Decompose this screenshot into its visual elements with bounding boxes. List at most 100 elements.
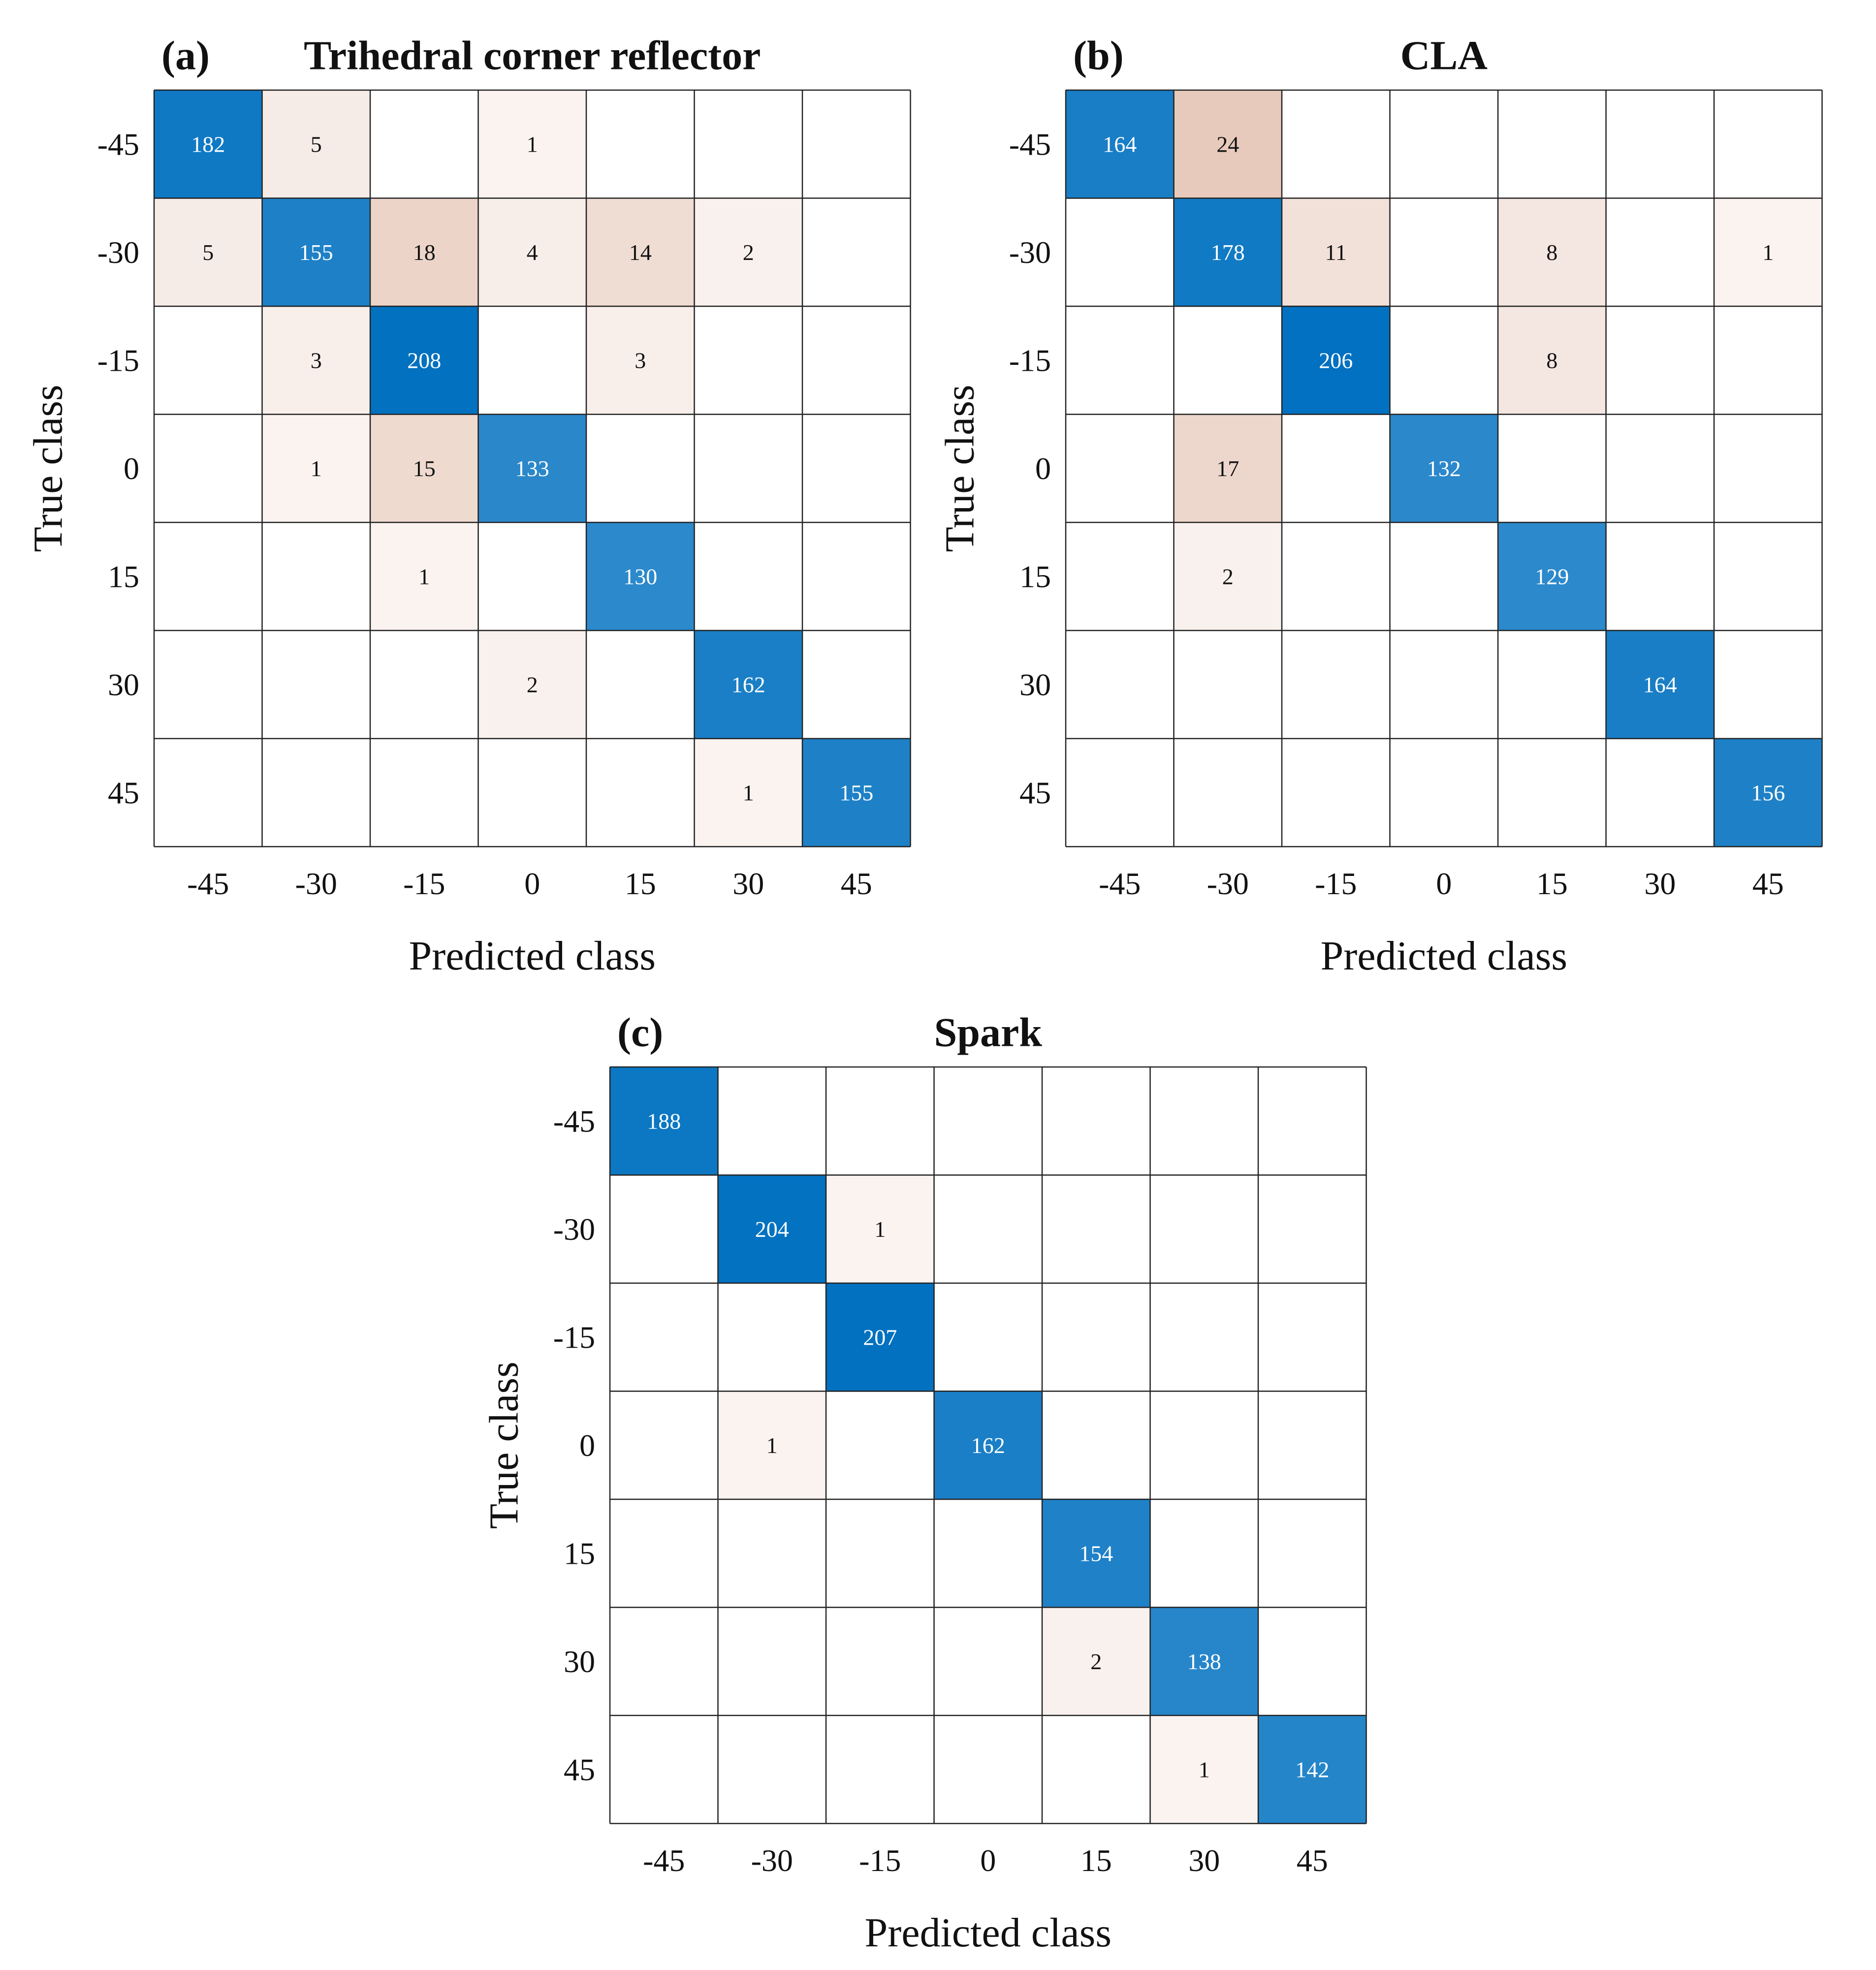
cell-count-label: 2	[1090, 1649, 1102, 1674]
y-axis-label: True class	[937, 385, 983, 552]
matrix-cell-empty	[1150, 1283, 1258, 1391]
matrix-cell-value	[694, 739, 802, 847]
confusion-matrix-panel-3: 188 204 1 207 1 162 154 2 138 1 142 -45 -30 -15 0 15 30 4…	[481, 1010, 1367, 1956]
matrix-cell-empty	[1282, 630, 1390, 739]
matrix-cell-empty	[802, 522, 911, 631]
cell-count-label: 1	[766, 1433, 778, 1458]
x-tick-label: 30	[732, 866, 764, 901]
matrix-cell-empty	[694, 522, 802, 631]
cell-count-label: 1	[1762, 240, 1774, 265]
matrix-cell-empty	[154, 522, 262, 631]
matrix-cell-empty	[802, 414, 911, 522]
matrix-cell-value	[1282, 306, 1390, 415]
matrix-cell-value	[262, 306, 370, 415]
matrix-cell-value	[1042, 1607, 1150, 1715]
matrix-cell-empty	[694, 306, 802, 415]
x-tick-label: -45	[187, 866, 229, 901]
cell-count-label: 1	[743, 780, 754, 805]
matrix-cell-empty	[718, 1067, 826, 1175]
x-tick-label: -45	[1099, 866, 1141, 901]
matrix-cell-empty	[478, 739, 586, 847]
x-tick-label: 15	[1081, 1843, 1112, 1878]
matrix-cell-empty	[1714, 306, 1822, 415]
matrix-cell-empty	[1258, 1391, 1367, 1499]
y-tick-label: -45	[97, 127, 139, 161]
matrix-cell-empty	[1714, 522, 1822, 631]
matrix-cell-value	[1282, 198, 1390, 306]
matrix-cell-value	[478, 414, 586, 522]
matrix-cell-empty	[1282, 739, 1390, 847]
confusion-matrix-panel-2: 164 24 178 11 8 1 206 8 17 132 2 129 164 156 -45 -30 -15…	[937, 33, 1823, 979]
matrix-cell-value	[262, 90, 370, 198]
cell-count-label: 130	[623, 564, 657, 589]
matrix-cell-empty	[1282, 414, 1390, 522]
matrix-cell-value	[826, 1175, 934, 1283]
y-tick-label: 45	[564, 1752, 595, 1787]
y-axis-label: True class	[481, 1361, 527, 1529]
cell-count-label: 178	[1211, 240, 1245, 265]
y-tick-label: -30	[1009, 235, 1051, 270]
matrix-cell-empty	[610, 1715, 718, 1824]
matrix-cell-empty	[586, 630, 695, 739]
matrix-cell-value	[586, 198, 695, 306]
cell-count-label: 2	[743, 240, 754, 265]
cell-count-label: 164	[1103, 131, 1137, 157]
y-tick-label: 0	[1035, 451, 1051, 486]
x-tick-label: -30	[751, 1843, 793, 1878]
matrix-cell-empty	[826, 1715, 934, 1824]
y-tick-label: 15	[1019, 559, 1051, 594]
x-tick-label: -30	[295, 866, 337, 901]
matrix-cell-empty	[1174, 630, 1282, 739]
matrix-cell-value	[1498, 306, 1606, 415]
matrix-cell-empty	[610, 1499, 718, 1608]
x-tick-label: -15	[403, 866, 445, 901]
cell-count-label: 182	[191, 131, 225, 157]
matrix-cell-empty	[1174, 306, 1282, 415]
matrix-cell-value	[1174, 90, 1282, 198]
y-tick-label: -45	[553, 1103, 595, 1138]
x-tick-label: 45	[841, 866, 872, 901]
matrix-cell-empty	[478, 306, 586, 415]
matrix-cell-value	[1714, 198, 1822, 306]
matrix-cell-empty	[262, 739, 370, 847]
matrix-cell-value	[262, 198, 370, 306]
matrix-cell-empty	[154, 630, 262, 739]
cell-count-label: 3	[311, 348, 322, 373]
cell-count-label: 154	[1079, 1541, 1113, 1566]
panel-label: (a)	[161, 33, 210, 79]
cell-count-label: 132	[1427, 456, 1461, 481]
cell-count-label: 1	[418, 564, 430, 589]
x-tick-label: -30	[1207, 866, 1249, 901]
matrix-cell-empty	[1606, 90, 1714, 198]
matrix-cell-empty	[802, 198, 911, 306]
matrix-cell-value	[1066, 90, 1174, 198]
x-tick-label: 45	[1297, 1843, 1328, 1878]
cell-count-label: 162	[971, 1433, 1005, 1458]
matrix-cell-empty	[718, 1283, 826, 1391]
matrix-cell-empty	[1258, 1607, 1367, 1715]
matrix-cell-value	[1390, 414, 1498, 522]
matrix-cell-empty	[934, 1715, 1042, 1824]
matrix-cell-empty	[718, 1607, 826, 1715]
matrix-cell-empty	[1042, 1175, 1150, 1283]
cell-count-label: 204	[755, 1217, 789, 1242]
matrix-cell-empty	[1042, 1067, 1150, 1175]
cell-count-label: 156	[1751, 780, 1785, 805]
matrix-cell-empty	[1498, 739, 1606, 847]
chart-title: Trihedral corner reflector	[304, 33, 761, 79]
cell-count-label: 5	[202, 240, 214, 265]
cell-count-label: 14	[629, 240, 652, 265]
matrix-cell-empty	[826, 1067, 934, 1175]
y-tick-label: 45	[108, 775, 139, 810]
y-tick-label: -15	[97, 343, 139, 378]
matrix-cell-value	[586, 306, 695, 415]
matrix-cell-empty	[1174, 739, 1282, 847]
matrix-cell-empty	[1606, 306, 1714, 415]
cell-count-label: 5	[311, 131, 322, 157]
y-tick-label: 0	[579, 1428, 595, 1463]
matrix-cell-value	[826, 1283, 934, 1391]
matrix-cell-value	[718, 1391, 826, 1499]
matrix-cell-empty	[934, 1175, 1042, 1283]
cell-count-label: 8	[1546, 348, 1558, 373]
